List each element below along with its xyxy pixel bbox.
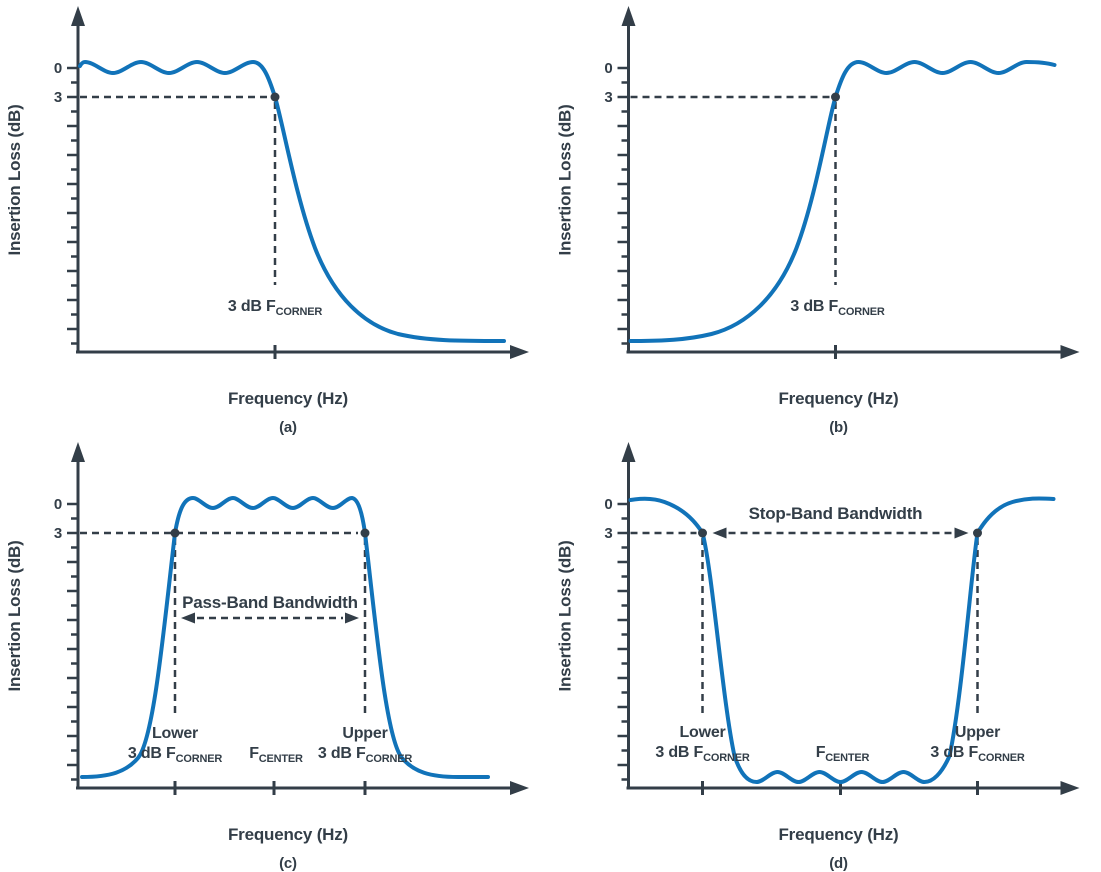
corner-frequency-dot [831,92,840,102]
panel-a-plot: 0 3 Insertion Loss (dB) Frequency (Hz) (a) 3 … [5,6,529,436]
corner-frequency-label: 3 dB FCORNER [228,298,322,318]
panel-d: Stop-Band Bandwidth 0 3 Insertion Loss (dB)… [550,436,1101,872]
center-frequency-label: FCENTER [816,744,870,764]
corner-frequency-dot [698,528,707,538]
y-tick-label-0: 0 [54,60,62,77]
panel-caption: (a) [279,419,297,436]
corner-frequency-dot [270,92,280,102]
y-axis-title: Insertion Loss (dB) [556,104,575,255]
y-axis-title: Insertion Loss (dB) [556,540,575,691]
x-axis-arrow [1060,345,1080,359]
panel-caption: (c) [279,855,297,872]
y-tick-label-0: 0 [54,496,62,513]
x-axis-title: Frequency (Hz) [228,389,348,408]
panel-c: Pass-Band Bandwidth 0 3 Insertion Loss (dB)… [0,436,550,872]
band-stop-response-curve [628,496,1056,784]
bandwidth-arrow-left-head [712,527,727,539]
x-axis-arrow [510,345,529,359]
upper-corner-frequency-label: 3 dB FCORNER [318,745,412,765]
lower-corner-word: Lower [679,724,725,741]
y-axis-title: Insertion Loss (dB) [5,540,24,691]
center-frequency-label: FCENTER [249,745,303,765]
x-axis-arrow [510,781,529,795]
lower-corner-frequency-label: 3 dB FCORNER [128,745,222,765]
lower-corner-frequency-label: 3 dB FCORNER [655,744,749,764]
panel-d-plot: Stop-Band Bandwidth 0 3 Insertion Loss (dB)… [556,442,1080,872]
corner-frequency-label: 3 dB FCORNER [790,298,884,318]
y-tick-label-3: 3 [54,89,62,106]
bandwidth-label: Pass-Band Bandwidth [182,593,358,612]
y-tick-label-0: 0 [604,496,612,513]
y-tick-label-0: 0 [604,60,612,77]
y-axis-title: Insertion Loss (dB) [5,104,24,255]
y-axis-arrow [71,442,85,462]
panel-a: 0 3 Insertion Loss (dB) Frequency (Hz) (a) 3 … [0,0,550,436]
x-axis-title: Frequency (Hz) [779,389,899,408]
x-axis-title: Frequency (Hz) [779,825,899,844]
lower-corner-word: Lower [152,725,198,742]
bandwidth-arrow-right-head [954,527,969,539]
y-tick-label-3: 3 [604,89,612,106]
panel-b-plot: 0 3 Insertion Loss (dB) Frequency (Hz) (b) 3 … [556,6,1080,436]
y-tick-label-3: 3 [604,525,612,542]
y-axis-arrow [621,442,636,462]
x-axis-title: Frequency (Hz) [228,825,348,844]
bandwidth-label: Stop-Band Bandwidth [749,504,923,523]
bandwidth-arrow-right-head [345,612,359,624]
corner-frequency-dot [170,528,180,538]
panel-c-plot: Pass-Band Bandwidth 0 3 Insertion Loss (dB)… [5,442,529,872]
upper-corner-word: Upper [955,724,1000,741]
panel-caption: (d) [829,855,848,872]
corner-frequency-dot [973,528,982,538]
low-pass-response-curve [78,60,506,343]
panel-b: 0 3 Insertion Loss (dB) Frequency (Hz) (b) 3 … [550,0,1101,436]
high-pass-response-curve [628,60,1057,343]
upper-corner-frequency-label: 3 dB FCORNER [930,744,1024,764]
upper-corner-word: Upper [342,725,387,742]
band-pass-response-curve [80,496,490,779]
corner-frequency-dot [360,528,370,538]
bandwidth-arrow-left-head [181,612,195,624]
y-tick-label-3: 3 [54,525,62,542]
panel-caption: (b) [829,419,848,436]
y-axis-arrow [621,6,636,26]
y-axis-arrow [71,6,85,26]
x-axis-arrow [1060,781,1080,795]
